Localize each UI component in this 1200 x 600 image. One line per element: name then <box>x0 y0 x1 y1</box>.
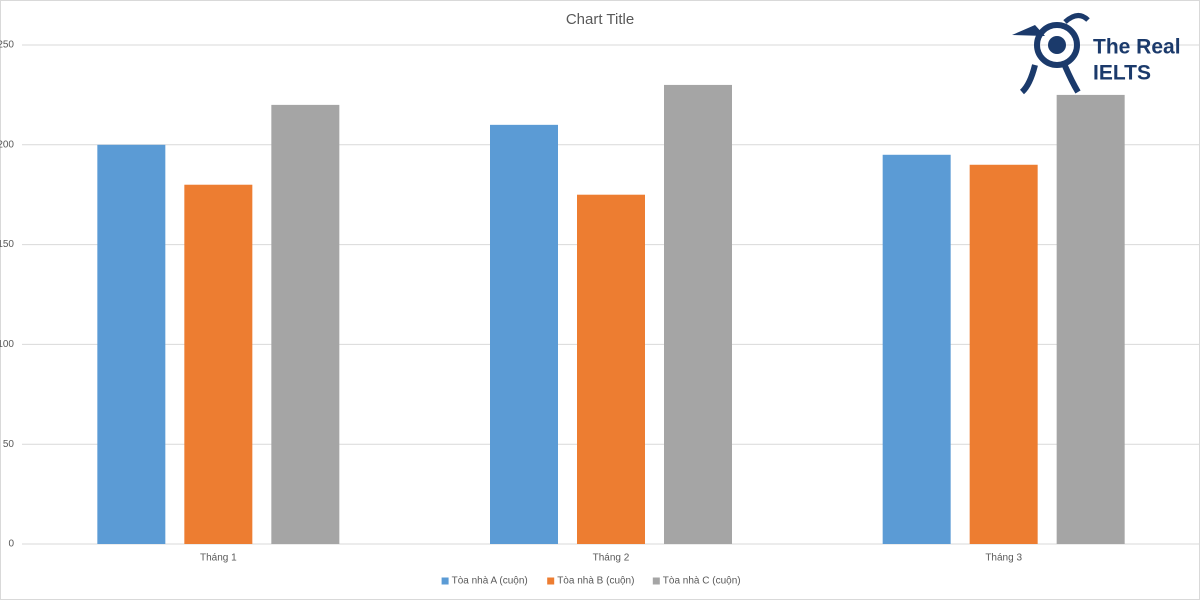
bar <box>184 184 253 544</box>
legend-label: Tòa nhà B (cuộn) <box>557 576 634 587</box>
y-tick-label: 0 <box>8 539 14 550</box>
legend-swatch <box>652 577 660 585</box>
bar <box>664 84 732 545</box>
chart-title: Chart Title <box>566 11 634 28</box>
y-tick-label: 150 <box>0 239 14 250</box>
bar <box>1056 94 1125 545</box>
y-tick-label: 200 <box>0 139 14 150</box>
bar <box>490 124 558 544</box>
y-tick-label: 250 <box>0 40 14 51</box>
x-tick-label: Tháng 2 <box>593 553 630 564</box>
logo-text: IELTS <box>1093 62 1151 85</box>
legend-label: Tòa nhà C (cuộn) <box>663 576 741 587</box>
bar <box>969 164 1038 544</box>
bar <box>577 194 645 544</box>
y-tick-label: 100 <box>0 339 14 350</box>
bar <box>97 144 166 545</box>
legend-swatch <box>547 577 555 585</box>
logo-text: The Real <box>1093 36 1181 59</box>
legend-label: Tòa nhà A (cuộn) <box>452 576 528 587</box>
x-tick-label: Tháng 3 <box>985 553 1022 564</box>
y-tick-label: 50 <box>3 439 15 450</box>
bar <box>882 154 951 544</box>
x-tick-label: Tháng 1 <box>200 553 237 564</box>
bar <box>271 104 340 544</box>
legend-swatch <box>441 577 449 585</box>
logo-icon <box>1012 13 1090 95</box>
